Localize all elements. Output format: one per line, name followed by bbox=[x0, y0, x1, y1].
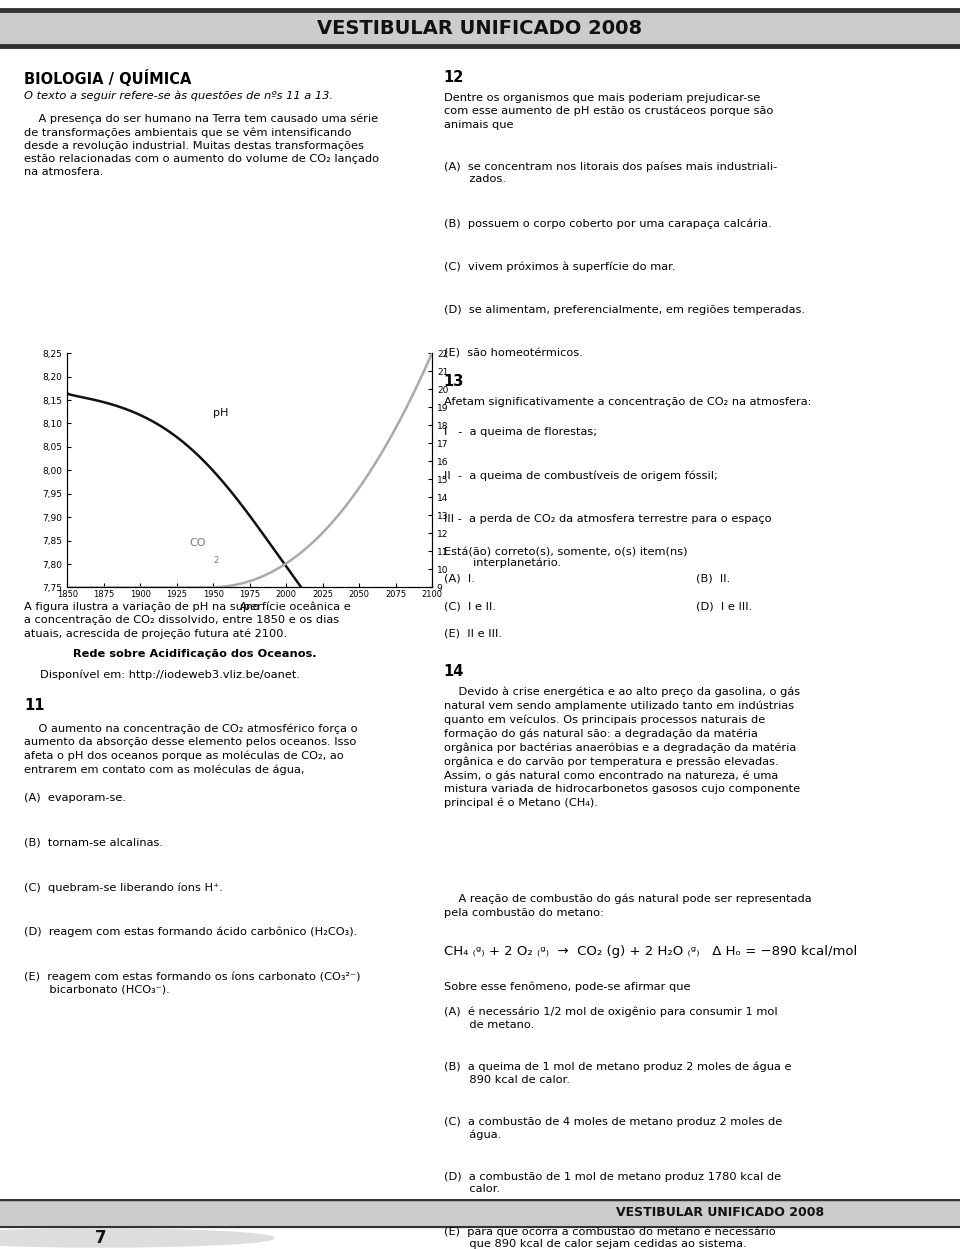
Bar bbox=[0, 1199, 960, 1227]
Text: (E)  para que ocorra a combustão do metano é necessário
       que 890 kcal de c: (E) para que ocorra a combustão do metan… bbox=[444, 1227, 776, 1249]
Text: (D)  reagem com estas formando ácido carbônico (H₂CO₃).: (D) reagem com estas formando ácido carb… bbox=[24, 927, 357, 938]
Text: (D)  a combustão de 1 mol de metano produz 1780 kcal de
       calor.: (D) a combustão de 1 mol de metano produ… bbox=[444, 1172, 780, 1194]
Text: (B)  tornam-se alcalinas.: (B) tornam-se alcalinas. bbox=[24, 838, 163, 848]
Circle shape bbox=[0, 1229, 274, 1247]
Text: (B)  II.: (B) II. bbox=[696, 573, 730, 583]
Text: Sobre esse fenômeno, pode-se afirmar que: Sobre esse fenômeno, pode-se afirmar que bbox=[444, 982, 690, 992]
Text: CH₄ ₍ᵍ₎ + 2 O₂ ₍ᵍ₎  →  CO₂ (g) + 2 H₂O ₍ᵍ₎   Δ Hₒ = −890 kcal/mol: CH₄ ₍ᵍ₎ + 2 O₂ ₍ᵍ₎ → CO₂ (g) + 2 H₂O ₍ᵍ₎… bbox=[444, 945, 856, 958]
Text: CO: CO bbox=[189, 538, 205, 548]
Text: (E)  II e III.: (E) II e III. bbox=[444, 628, 501, 638]
Text: I   -  a queima de florestas;: I - a queima de florestas; bbox=[444, 427, 597, 437]
Text: (A)  é necessário 1/2 mol de oxigênio para consumir 1 mol
       de metano.: (A) é necessário 1/2 mol de oxigênio par… bbox=[444, 1007, 778, 1030]
Text: Devido à crise energética e ao alto preço da gasolina, o gás
natural vem sendo a: Devido à crise energética e ao alto preç… bbox=[444, 687, 800, 808]
Text: VESTIBULAR UNIFICADO 2008: VESTIBULAR UNIFICADO 2008 bbox=[318, 19, 642, 37]
Text: (A)  evaporam-se.: (A) evaporam-se. bbox=[24, 793, 126, 803]
Text: (C)  quebram-se liberando íons H⁺.: (C) quebram-se liberando íons H⁺. bbox=[24, 882, 223, 893]
Text: A presença do ser humano na Terra tem causado uma série
de transformações ambien: A presença do ser humano na Terra tem ca… bbox=[24, 114, 379, 177]
Text: pH: pH bbox=[213, 408, 228, 418]
Text: O aumento na concentração de CO₂ atmosférico força o
aumento da absorção desse e: O aumento na concentração de CO₂ atmosfé… bbox=[24, 723, 358, 776]
Text: III -  a perda de CO₂ da atmosfera terrestre para o espaço: III - a perda de CO₂ da atmosfera terres… bbox=[444, 515, 771, 525]
Text: VESTIBULAR UNIFICADO 2008: VESTIBULAR UNIFICADO 2008 bbox=[616, 1207, 824, 1219]
Text: (A)  I.: (A) I. bbox=[444, 573, 474, 583]
Text: (E)  reagem com estas formando os íons carbonato (CO₃²⁻)
       bicarbonato (HCO: (E) reagem com estas formando os íons ca… bbox=[24, 972, 361, 994]
Text: A figura ilustra a variação de pH na superfície oceânica e
a concentração de CO₂: A figura ilustra a variação de pH na sup… bbox=[24, 601, 350, 638]
Text: 7: 7 bbox=[95, 1229, 107, 1247]
Text: 12: 12 bbox=[444, 70, 464, 85]
Text: BIOLOGIA / QUÍMICA: BIOLOGIA / QUÍMICA bbox=[24, 70, 191, 86]
Text: (C)  I e II.: (C) I e II. bbox=[444, 601, 495, 611]
Text: II  -  a queima de combustíveis de origem fóssil;: II - a queima de combustíveis de origem … bbox=[444, 471, 717, 481]
Text: A reação de combustão do gás natural pode ser representada
pela combustão do met: A reação de combustão do gás natural pod… bbox=[444, 894, 811, 918]
Text: interplanetário.: interplanetário. bbox=[444, 558, 561, 568]
Text: 2: 2 bbox=[213, 556, 218, 565]
Text: Disponível em: http://iodeweb3.vliz.be/oanet.: Disponível em: http://iodeweb3.vliz.be/o… bbox=[40, 669, 300, 681]
Text: (C)  vivem próximos à superfície do mar.: (C) vivem próximos à superfície do mar. bbox=[444, 262, 675, 272]
Text: 14: 14 bbox=[444, 664, 464, 679]
Text: 13: 13 bbox=[444, 373, 464, 388]
Text: (A)  se concentram nos litorais dos países mais industriali-
       zados.: (A) se concentram nos litorais dos paíse… bbox=[444, 161, 777, 184]
Bar bbox=[0, 10, 960, 46]
Text: (D)  se alimentam, preferencialmente, em regiões temperadas.: (D) se alimentam, preferencialmente, em … bbox=[444, 305, 804, 315]
Text: Está(ão) correto(s), somente, o(s) item(ns): Está(ão) correto(s), somente, o(s) item(… bbox=[444, 547, 687, 557]
Text: O texto a seguir refere-se às questões de nºs 11 a 13.: O texto a seguir refere-se às questões d… bbox=[24, 90, 333, 101]
Text: (D)  I e III.: (D) I e III. bbox=[696, 601, 752, 611]
Text: (C)  a combustão de 4 moles de metano produz 2 moles de
       água.: (C) a combustão de 4 moles de metano pro… bbox=[444, 1117, 781, 1140]
Text: (E)  são homeotérmicos.: (E) são homeotérmicos. bbox=[444, 348, 583, 358]
Text: Afetam significativamente a concentração de CO₂ na atmosfera:: Afetam significativamente a concentração… bbox=[444, 397, 811, 407]
Text: Rede sobre Acidificação dos Oceanos.: Rede sobre Acidificação dos Oceanos. bbox=[73, 649, 317, 659]
X-axis label: Ano: Ano bbox=[240, 602, 259, 612]
Text: 11: 11 bbox=[24, 698, 44, 713]
Text: (B)  possuem o corpo coberto por uma carapaça calcária.: (B) possuem o corpo coberto por uma cara… bbox=[444, 219, 771, 229]
Text: Dentre os organismos que mais poderiam prejudicar-se
com esse aumento de pH estã: Dentre os organismos que mais poderiam p… bbox=[444, 92, 773, 130]
Text: (B)  a queima de 1 mol de metano produz 2 moles de água e
       890 kcal de cal: (B) a queima de 1 mol de metano produz 2… bbox=[444, 1062, 791, 1084]
